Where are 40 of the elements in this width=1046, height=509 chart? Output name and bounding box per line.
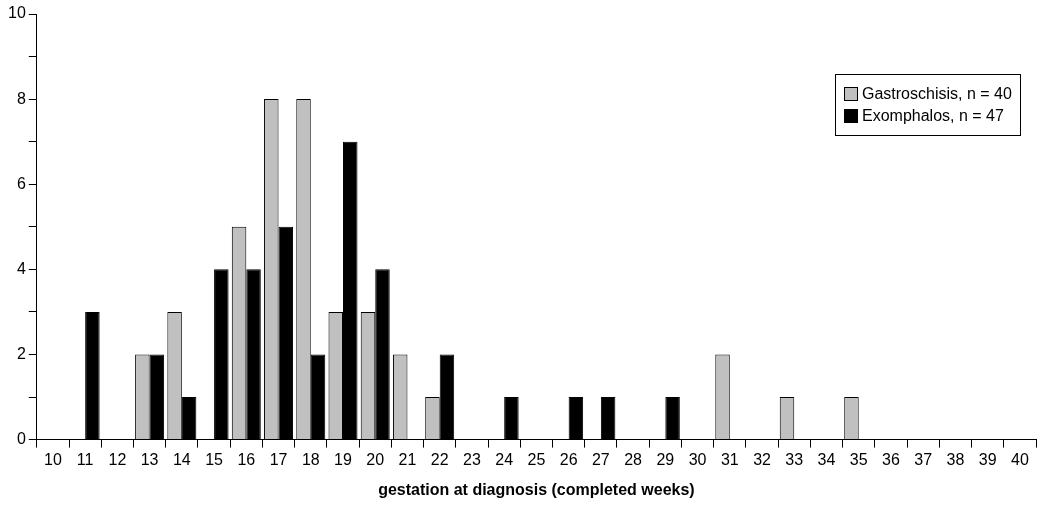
x-tick-label: 15 xyxy=(205,450,224,468)
x-tick-label: 39 xyxy=(978,450,997,468)
x-axis-title: gestation at diagnosis (completed weeks) xyxy=(378,480,695,498)
x-tick-label: 16 xyxy=(237,450,256,468)
x-tick-label: 32 xyxy=(753,450,772,468)
x-tick-label: 35 xyxy=(849,450,868,468)
x-tick-label: 27 xyxy=(591,450,610,468)
y-tick-label: 6 xyxy=(16,174,26,192)
x-tick-label: 34 xyxy=(817,450,836,468)
y-tick-label: 10 xyxy=(8,4,26,22)
x-tick-label: 24 xyxy=(495,450,514,468)
x-tick-label: 31 xyxy=(720,450,739,468)
x-tick-label: 40 xyxy=(1010,450,1029,468)
x-tick-label: 37 xyxy=(914,450,933,468)
x-tick-label: 20 xyxy=(366,450,385,468)
x-tick-label: 30 xyxy=(688,450,707,468)
y-tick-label: 8 xyxy=(16,89,26,107)
legend-label: Gastroschisis, n = 40 xyxy=(862,85,1012,103)
x-tick-label: 12 xyxy=(108,450,127,468)
x-tick-label: 19 xyxy=(334,450,352,468)
x-tick-label: 23 xyxy=(463,450,481,468)
x-tick-label: 13 xyxy=(140,450,159,468)
legend-label: Exomphalos, n = 47 xyxy=(862,107,1004,125)
x-tick-label: 18 xyxy=(301,450,320,468)
x-tick-label: 38 xyxy=(946,450,965,468)
x-tick-label: 29 xyxy=(656,450,675,468)
x-tick-label: 21 xyxy=(398,450,417,468)
x-tick-label: 10 xyxy=(44,450,62,468)
x-tick-label: 26 xyxy=(559,450,578,468)
x-tick-label: 14 xyxy=(172,450,191,468)
x-tick-label: 11 xyxy=(76,450,94,468)
y-tick-label: 2 xyxy=(16,344,26,362)
x-tick-label: 22 xyxy=(430,450,449,468)
x-tick-label: 36 xyxy=(882,450,900,468)
x-tick-label: 28 xyxy=(624,450,643,468)
x-tick-label: 33 xyxy=(785,450,804,468)
x-tick-label: 17 xyxy=(269,450,288,468)
x-tick-label: 25 xyxy=(527,450,546,468)
y-tick-label: 0 xyxy=(16,430,26,448)
y-tick-label: 4 xyxy=(16,259,26,277)
